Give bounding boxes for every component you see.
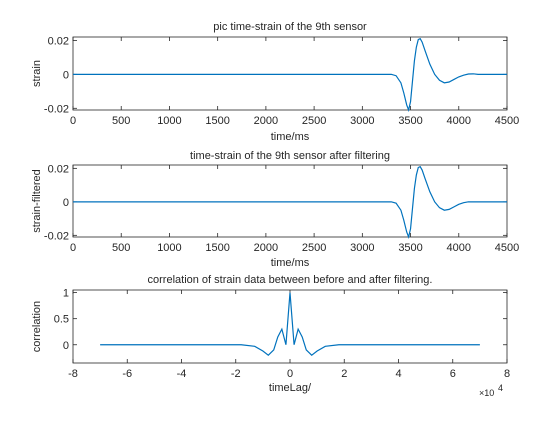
x-tick-label: 2000 (254, 115, 278, 127)
x-tick-label: -6 (122, 368, 132, 380)
x-tick-label: 0 (70, 115, 76, 127)
x-tick-label: 3500 (398, 115, 422, 127)
x-tick-label: 2 (341, 368, 347, 380)
y-tick-label: -0.02 (44, 230, 69, 242)
x-tick-label: 0 (70, 242, 76, 254)
x-tick-label: 1000 (157, 115, 181, 127)
series-line-2 (73, 165, 507, 240)
x-tick-label: 8 (504, 368, 510, 380)
y-axis-label-2: strain-filtered (31, 169, 43, 233)
x-tick-label: 4000 (447, 115, 471, 127)
x-tick-label: 6 (450, 368, 456, 380)
plot-area-3 (72, 289, 508, 364)
x-axis-label-3: timeLag/ (269, 382, 312, 394)
y-tick-label: -0.02 (44, 103, 69, 115)
x-tick-label: 3000 (350, 242, 374, 254)
x-tick-label: 4000 (447, 242, 471, 254)
y-tick-label: 0.02 (48, 35, 69, 47)
plot-area-2 (72, 164, 508, 238)
y-tick-label: 0 (63, 69, 69, 81)
x-tick-label: 2000 (254, 242, 278, 254)
x-tick-label: 500 (112, 242, 130, 254)
y-tick-label: 1 (63, 288, 69, 300)
x-tick-label: 3000 (350, 115, 374, 127)
x-tick-label: 1000 (157, 242, 181, 254)
x-tick-label: 500 (112, 115, 130, 127)
x-tick-label: 1500 (205, 242, 229, 254)
x-tick-label: 2500 (302, 115, 326, 127)
series-line-3 (100, 292, 480, 356)
x-tick-label: -4 (177, 368, 187, 380)
x-tick-label: 0 (287, 368, 293, 380)
y-tick-label: 0.02 (48, 163, 69, 175)
x-tick-label: 4 (395, 368, 401, 380)
plot-area-1 (72, 36, 508, 111)
y-axis-label-3: correlation (31, 301, 43, 352)
x-exponent-power: 4 (498, 383, 503, 393)
subplot-title-3: correlation of strain data between befor… (148, 274, 433, 286)
subplot-title-2: time-strain of the 9th sensor after filt… (190, 150, 390, 162)
y-tick-label: 0 (63, 197, 69, 209)
x-axis-label-2: time/ms (271, 257, 310, 269)
x-tick-label: 4500 (495, 242, 519, 254)
y-tick-label: 0 (63, 340, 69, 352)
x-tick-label: -2 (231, 368, 241, 380)
subplot-title-1: pic time-strain of the 9th sensor (213, 21, 367, 33)
x-exponent-label: ×10 (479, 388, 494, 398)
x-tick-label: 2500 (302, 242, 326, 254)
series-line-1 (73, 37, 507, 113)
x-tick-label: 4500 (495, 115, 519, 127)
y-tick-label: 0.5 (54, 314, 69, 326)
x-tick-label: 1500 (205, 115, 229, 127)
x-tick-label: -8 (68, 368, 78, 380)
x-tick-label: 3500 (398, 242, 422, 254)
y-axis-label-1: strain (31, 60, 43, 87)
x-axis-label-1: time/ms (271, 131, 310, 143)
